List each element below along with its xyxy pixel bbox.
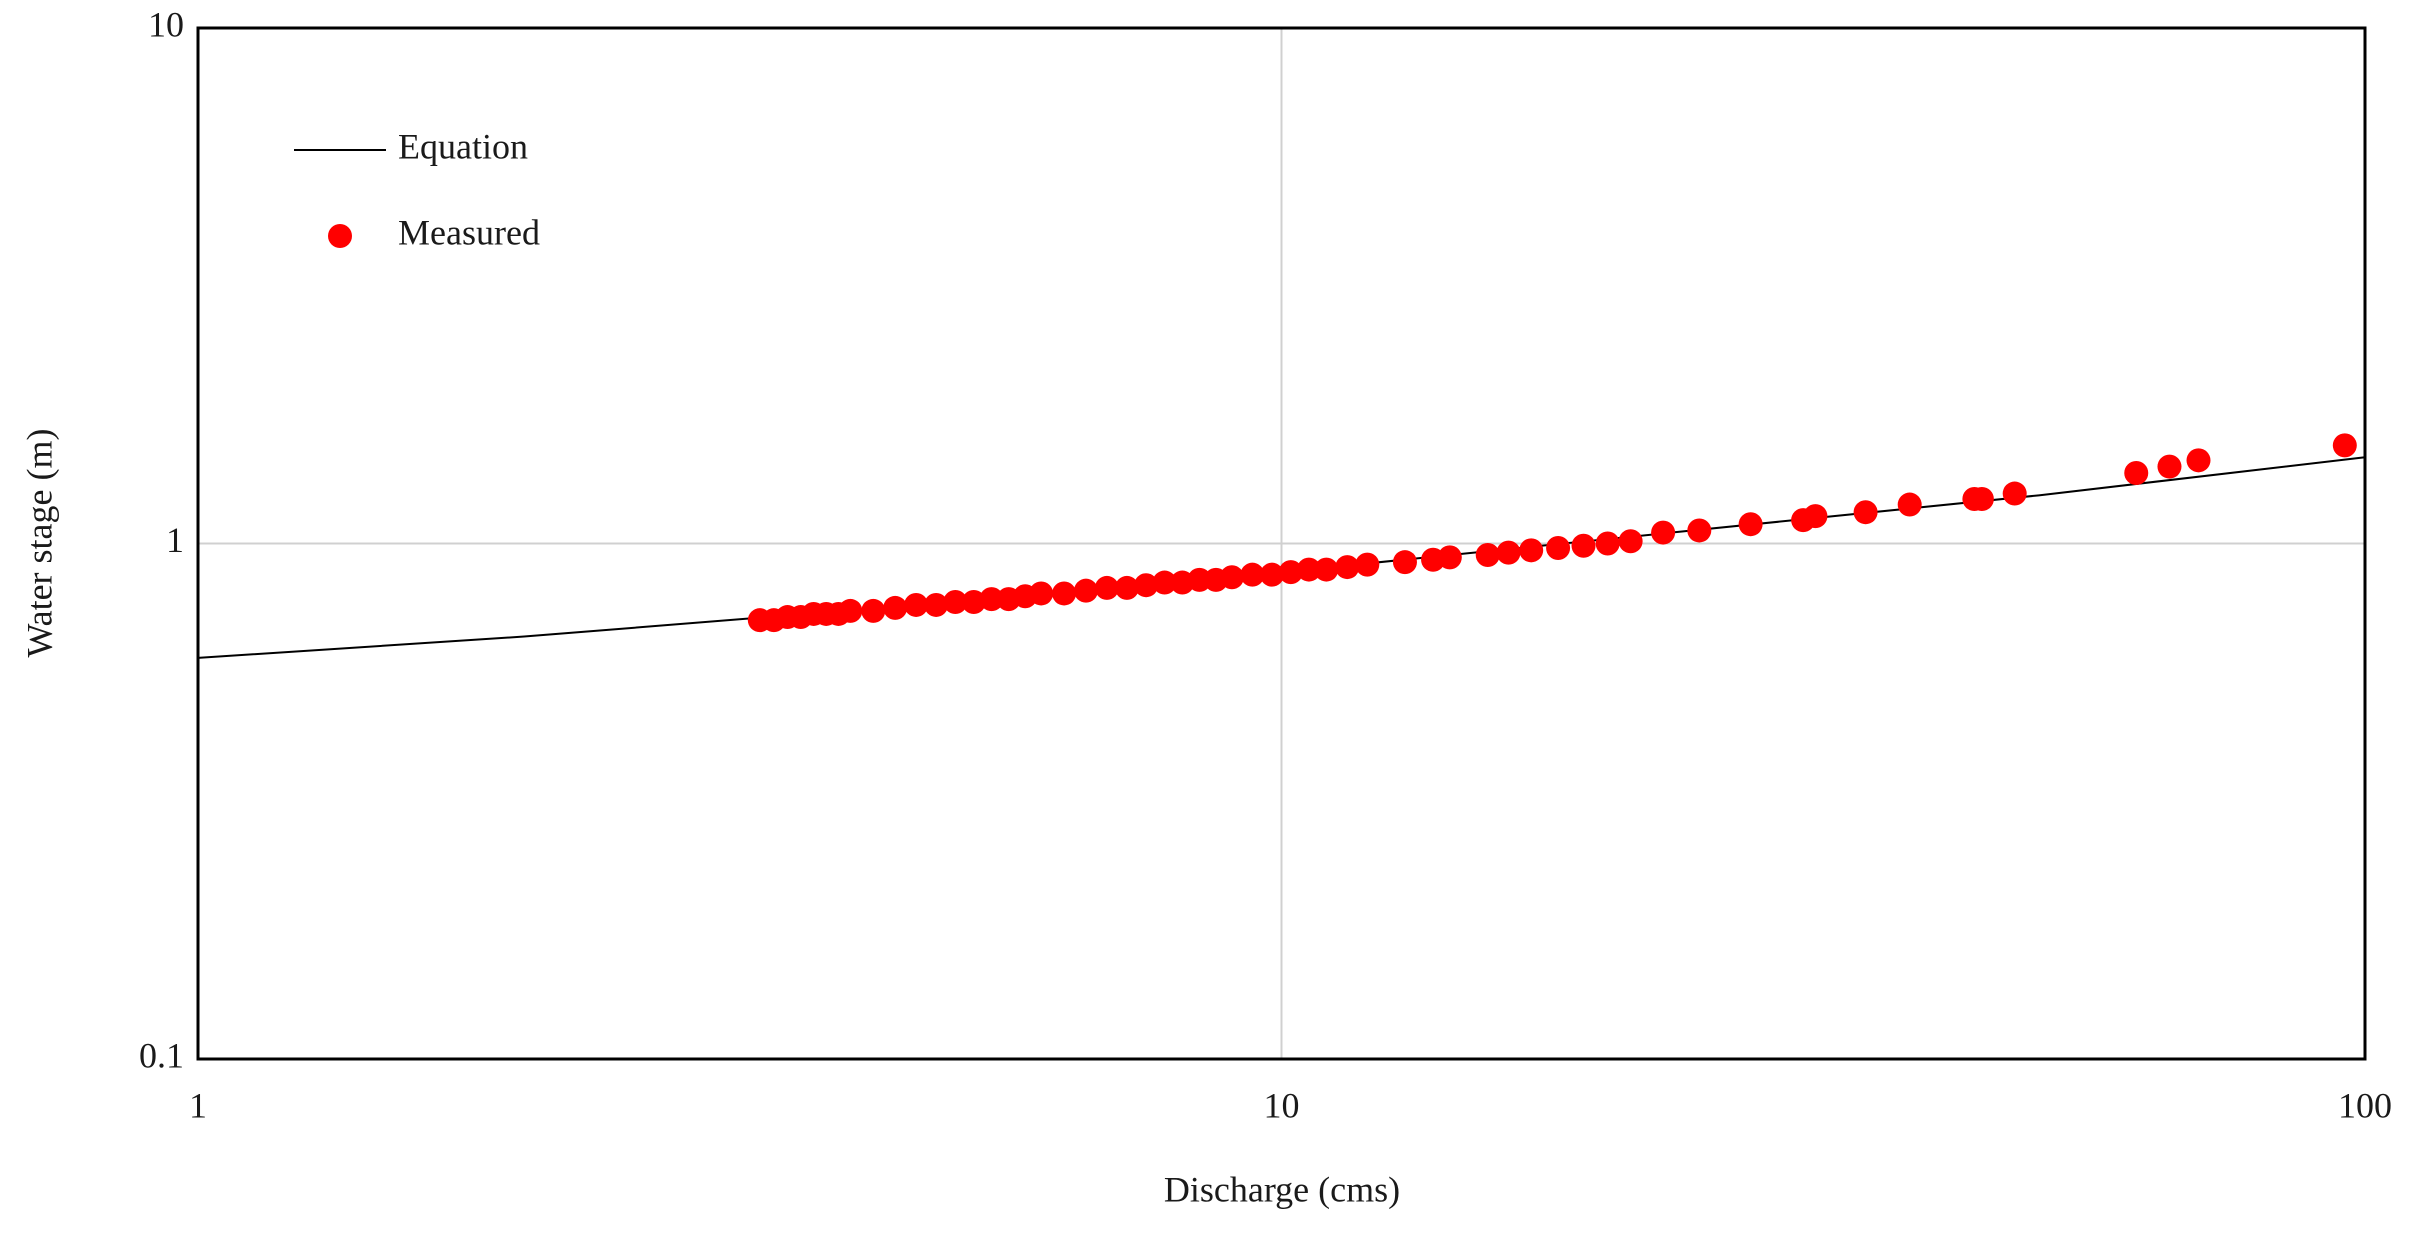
data-point	[1240, 562, 1265, 587]
legend-label: Measured	[398, 212, 540, 252]
data-point	[1687, 518, 1712, 543]
data-point	[1219, 565, 1244, 590]
data-point	[1314, 557, 1339, 582]
y-axis-label: Water stage (m)	[19, 429, 59, 658]
data-point	[1897, 492, 1922, 517]
data-point	[1392, 550, 1417, 575]
data-point	[2002, 481, 2027, 506]
data-point	[979, 587, 1004, 612]
y-tick-label: 1	[166, 520, 184, 560]
data-point	[1278, 560, 1303, 585]
x-tick-label: 1	[189, 1085, 207, 1125]
data-point	[1134, 573, 1159, 598]
plot-frame	[196, 26, 2367, 1061]
x-tick-label: 10	[1264, 1085, 1300, 1125]
data-point	[2157, 454, 2182, 479]
x-axis-label: Discharge (cms)	[1164, 1169, 1400, 1209]
data-point	[1029, 581, 1054, 606]
data-point	[1187, 567, 1212, 592]
legend-label: Equation	[398, 126, 528, 166]
data-point	[1355, 552, 1380, 577]
data-point	[1114, 575, 1139, 600]
data-point	[1496, 540, 1521, 565]
data-point	[1335, 555, 1360, 580]
data-point	[1437, 545, 1462, 570]
data-point	[2186, 448, 2211, 473]
y-tick-label: 10	[148, 4, 184, 44]
data-point	[943, 590, 968, 615]
data-point	[1073, 578, 1098, 603]
data-point	[2124, 461, 2149, 486]
data-point	[883, 595, 908, 620]
data-point	[1853, 500, 1878, 525]
data-point	[1969, 486, 1994, 511]
data-point	[1259, 562, 1284, 587]
data-point	[1094, 575, 1119, 600]
data-point	[861, 598, 886, 623]
data-point	[1618, 529, 1643, 554]
y-tick-label: 0.1	[139, 1035, 184, 1075]
data-point	[1595, 531, 1620, 556]
x-tick-label: 100	[2338, 1085, 2392, 1125]
data-point	[2332, 433, 2357, 458]
data-point	[1738, 512, 1763, 537]
data-point	[1296, 557, 1321, 582]
data-point	[1546, 536, 1571, 561]
data-point	[1519, 538, 1544, 563]
data-point	[1803, 504, 1828, 529]
data-point	[1571, 533, 1596, 558]
data-point	[1152, 570, 1177, 595]
data-point	[961, 590, 986, 615]
data-point	[838, 598, 863, 623]
legend-marker	[328, 224, 352, 248]
data-point	[904, 592, 929, 617]
data-point	[1475, 542, 1500, 567]
data-point	[1052, 581, 1077, 606]
data-point	[924, 592, 949, 617]
data-point	[1651, 520, 1676, 545]
